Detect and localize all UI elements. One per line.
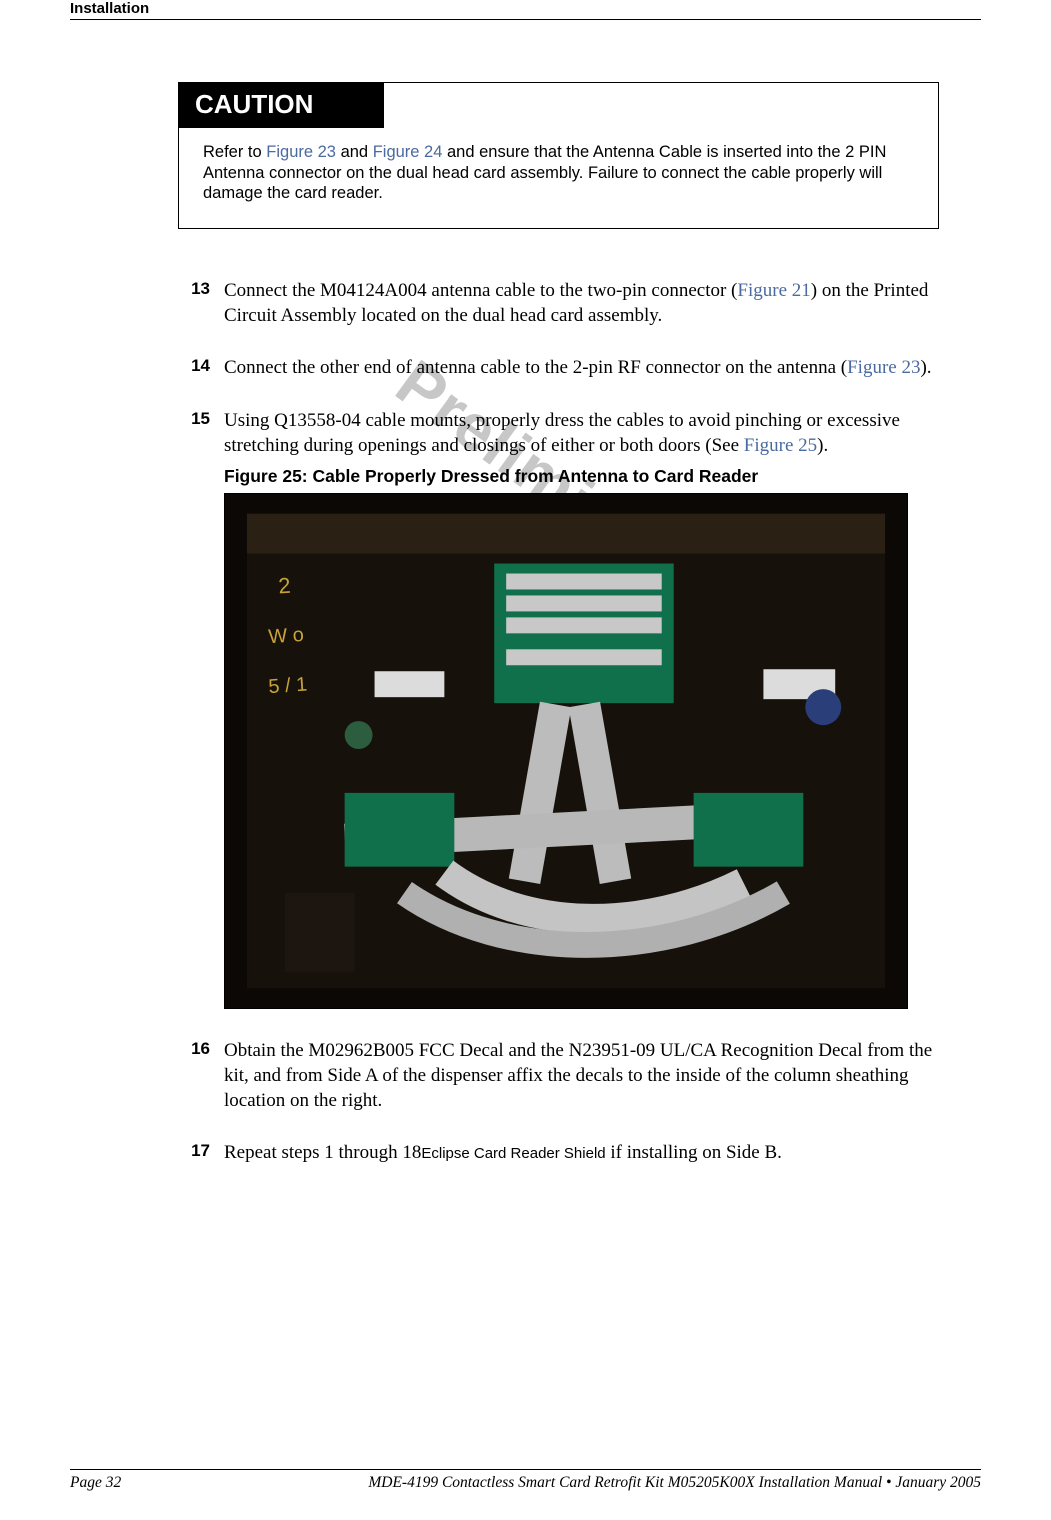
step-text: Repeat steps 1 through 18Eclipse Card Re… [210,1141,939,1166]
step-text: Using Q13558-04 cable mounts, properly d… [210,409,939,458]
text: ). [920,357,931,378]
step-text: Obtain the M02962B005 FCC Decal and the … [210,1039,939,1113]
ref-fig23: Figure 23 [847,357,920,378]
text: Repeat steps 1 through 18 [224,1142,421,1163]
caution-title: CAUTION [179,83,384,128]
inline-sans-text: Eclipse Card Reader Shield [421,1145,605,1162]
caution-body: Refer to Figure 23 and Figure 24 and ens… [179,128,938,228]
text: ). [817,435,828,456]
caution-text-pre: Refer to [203,143,266,161]
svg-text:2: 2 [277,573,291,599]
step-15: 15 Using Q13558-04 cable mounts, properl… [178,409,939,458]
svg-text:W o: W o [268,624,305,648]
caution-ref-fig24: Figure 24 [373,143,443,161]
step-16: 16 Obtain the M02962B005 FCC Decal and t… [178,1039,939,1113]
text: Connect the M04124A004 antenna cable to … [224,280,737,301]
ref-fig21: Figure 21 [737,280,810,301]
text: if installing on Side B. [606,1142,782,1163]
figure-25: Figure 25: Cable Properly Dressed from A… [224,466,939,1009]
caution-text-and: and [336,143,373,161]
step-num: 16 [178,1039,210,1113]
footer-manual-title: MDE-4199 Contactless Smart Card Retrofit… [368,1474,981,1492]
figure-photo: Photograph: interior of dispenser showin… [225,494,907,1008]
footer-page-number: Page 32 [70,1474,121,1492]
step-14: 14 Connect the other end of antenna cabl… [178,356,939,381]
text: Connect the other end of antenna cable t… [224,357,847,378]
step-17: 17 Repeat steps 1 through 18Eclipse Card… [178,1141,939,1166]
running-head: Installation [70,0,981,19]
step-num: 13 [178,279,210,328]
header-rule [70,19,981,20]
step-num: 15 [178,409,210,458]
page-header: Installation [70,0,981,20]
step-13: 13 Connect the M04124A004 antenna cable … [178,279,939,328]
svg-text:5 / 1: 5 / 1 [268,674,308,699]
caution-box: CAUTION Refer to Figure 23 and Figure 24… [178,82,939,229]
page-content: CAUTION Refer to Figure 23 and Figure 24… [178,82,939,1194]
ref-fig25: Figure 25 [744,435,817,456]
step-text: Connect the M04124A004 antenna cable to … [210,279,939,328]
page-footer: Page 32 MDE-4199 Contactless Smart Card … [70,1469,981,1492]
figure-image-box: Photograph: interior of dispenser showin… [224,493,908,1009]
step-num: 14 [178,356,210,381]
caution-ref-fig23: Figure 23 [266,143,336,161]
step-list: 13 Connect the M04124A004 antenna cable … [178,279,939,1166]
figure-caption: Figure 25: Cable Properly Dressed from A… [224,466,939,487]
step-text: Connect the other end of antenna cable t… [210,356,939,381]
step-num: 17 [178,1141,210,1166]
